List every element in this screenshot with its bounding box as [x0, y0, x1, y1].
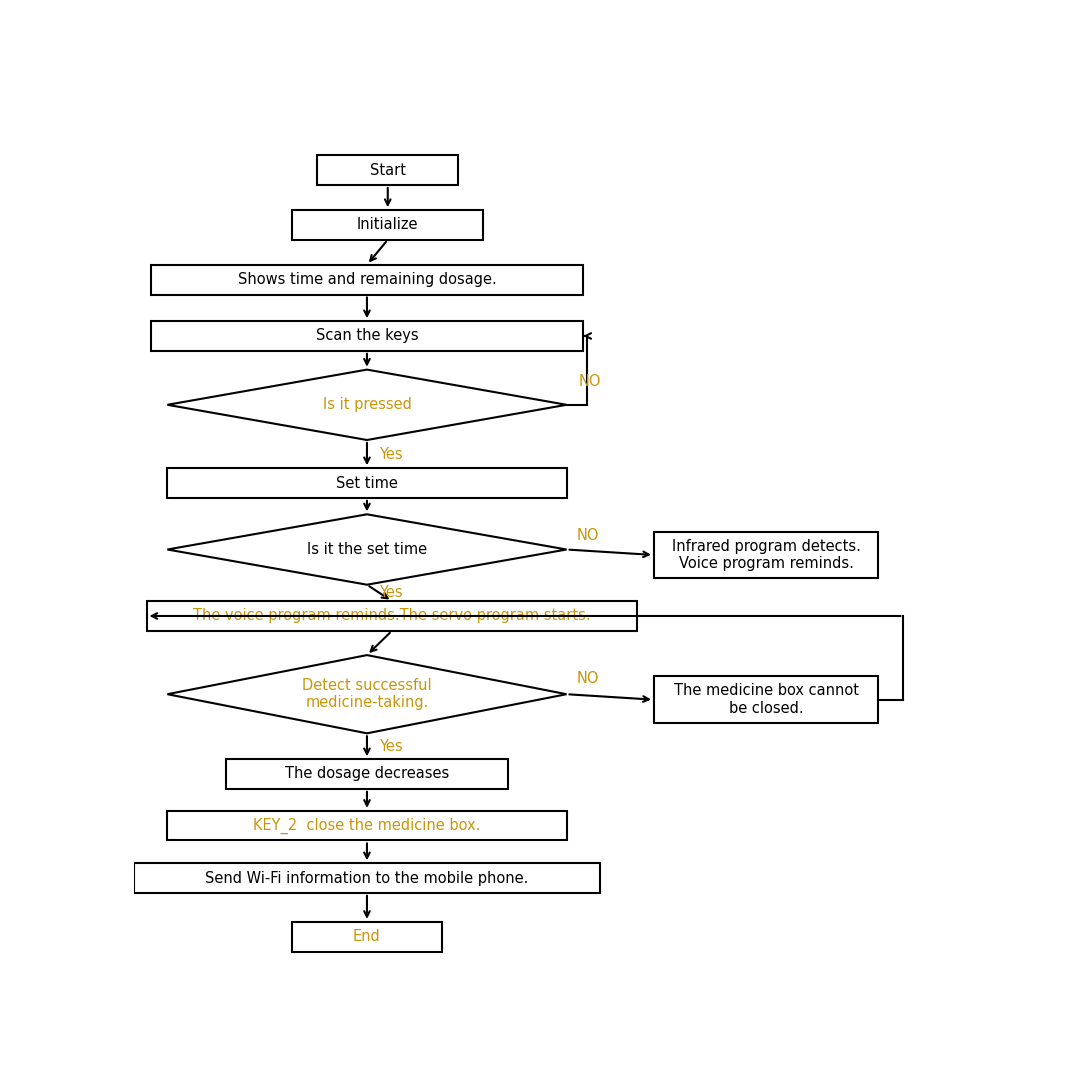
Text: NO: NO [579, 373, 602, 389]
Text: The dosage decreases: The dosage decreases [284, 767, 450, 782]
Text: Shows time and remaining dosage.: Shows time and remaining dosage. [237, 272, 497, 287]
FancyBboxPatch shape [150, 264, 584, 295]
Text: Send Wi-Fi information to the mobile phone.: Send Wi-Fi information to the mobile pho… [205, 870, 529, 886]
Text: Yes: Yes [380, 447, 403, 462]
Text: Yes: Yes [380, 585, 403, 601]
FancyBboxPatch shape [147, 601, 637, 631]
Text: The voice program reminds.The servo program starts.: The voice program reminds.The servo prog… [193, 608, 591, 624]
Text: The medicine box cannot
be closed.: The medicine box cannot be closed. [674, 684, 858, 716]
FancyBboxPatch shape [653, 676, 879, 723]
FancyBboxPatch shape [167, 468, 567, 498]
FancyBboxPatch shape [134, 863, 600, 893]
FancyBboxPatch shape [292, 922, 442, 951]
Text: Start: Start [370, 163, 406, 178]
Text: Scan the keys: Scan the keys [315, 329, 418, 344]
Text: Infrared program detects.
Voice program reminds.: Infrared program detects. Voice program … [672, 538, 861, 571]
Text: Is it pressed: Is it pressed [323, 397, 411, 413]
FancyBboxPatch shape [292, 210, 484, 240]
Polygon shape [167, 655, 567, 734]
FancyBboxPatch shape [225, 759, 509, 788]
Text: Initialize: Initialize [357, 217, 418, 233]
FancyBboxPatch shape [318, 155, 458, 185]
Text: Yes: Yes [380, 738, 403, 753]
Polygon shape [167, 369, 567, 440]
Text: Detect successful
medicine-taking.: Detect successful medicine-taking. [303, 678, 431, 711]
FancyBboxPatch shape [150, 321, 584, 351]
FancyBboxPatch shape [653, 532, 879, 579]
Polygon shape [167, 514, 567, 584]
Text: NO: NO [576, 672, 599, 686]
FancyBboxPatch shape [167, 810, 567, 841]
Text: Set time: Set time [336, 475, 398, 490]
Text: Is it the set time: Is it the set time [307, 542, 427, 557]
Text: End: End [353, 929, 381, 945]
Text: KEY_2  close the medicine box.: KEY_2 close the medicine box. [253, 818, 481, 833]
Text: NO: NO [576, 527, 599, 543]
